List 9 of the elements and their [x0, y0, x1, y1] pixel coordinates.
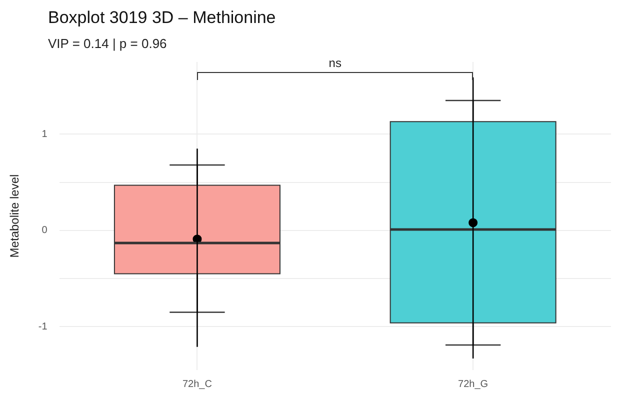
chart-subtitle: VIP = 0.14 | p = 0.96 — [48, 36, 167, 51]
x-tick-label: 72h_C — [182, 378, 212, 390]
x-tick-label: 72h_G — [458, 378, 488, 390]
y-tick-label: 1 — [42, 128, 48, 140]
chart-title: Boxplot 3019 3D – Methionine — [48, 8, 276, 28]
y-tick-label: -1 — [38, 321, 48, 332]
y-tick-label: 0 — [42, 225, 48, 236]
y-axis-title: Metabolite level — [8, 174, 22, 258]
annotation: ns — [328, 56, 342, 70]
